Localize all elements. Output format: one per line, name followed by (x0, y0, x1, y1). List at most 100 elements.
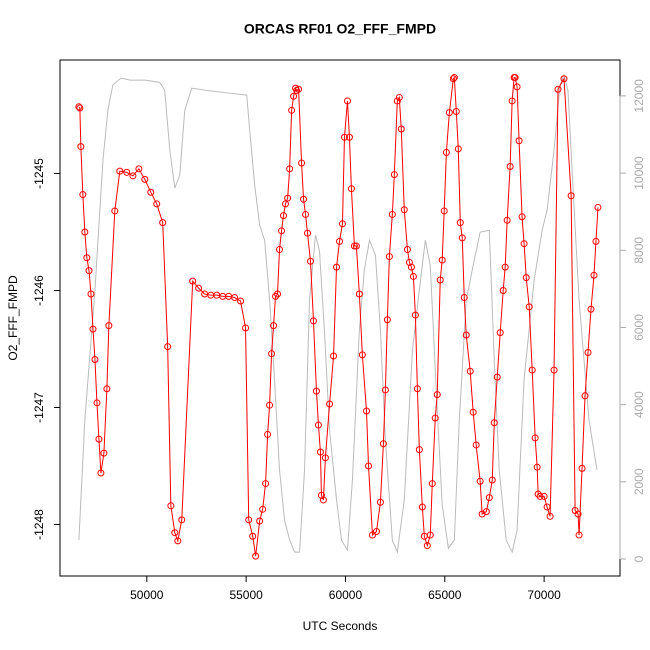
data-point (326, 400, 334, 408)
data-point (276, 246, 284, 254)
data-point (319, 496, 327, 504)
data-point (423, 542, 431, 550)
data-point (488, 476, 496, 484)
data-point (450, 74, 458, 82)
data-point (87, 290, 95, 298)
data-point (460, 294, 468, 302)
data-point (309, 317, 317, 325)
data-point (347, 185, 355, 193)
data-point (578, 464, 586, 472)
x-tick-label: 55000 (229, 588, 263, 602)
data-point (403, 246, 411, 254)
data-point (245, 516, 253, 524)
data-point (277, 227, 285, 235)
data-point (365, 462, 373, 470)
data-point (338, 220, 346, 228)
data-point (290, 92, 298, 100)
data-point (83, 254, 91, 262)
data-point (533, 463, 541, 471)
y2-tick-label: 4000 (632, 391, 646, 418)
data-point (259, 505, 267, 513)
data-point (511, 74, 519, 82)
y-tick-label: -1245 (32, 158, 46, 189)
data-point (103, 385, 111, 393)
data-point (499, 287, 507, 295)
data-point (536, 492, 544, 500)
data-point (543, 503, 551, 511)
data-point (508, 97, 516, 105)
data-point (574, 510, 582, 518)
data-point (111, 207, 119, 215)
data-point (449, 75, 457, 83)
data-point (594, 203, 602, 211)
data-point (249, 532, 257, 540)
data-point (482, 508, 490, 516)
data-point (105, 322, 113, 330)
data-point (540, 492, 548, 500)
data-point (264, 430, 272, 438)
data-point (242, 324, 250, 332)
data-point (534, 490, 542, 498)
data-point (490, 419, 498, 427)
data-point (295, 85, 303, 93)
data-point (116, 167, 124, 175)
data-point (363, 407, 371, 415)
x-tick-label: 60000 (329, 588, 363, 602)
data-point (174, 537, 182, 545)
data-point (413, 385, 421, 393)
data-point (159, 219, 167, 227)
data-point (95, 435, 103, 443)
data-point (123, 168, 131, 176)
data-point (372, 528, 380, 536)
data-point (385, 253, 393, 261)
data-point (129, 172, 137, 180)
data-point (314, 421, 322, 429)
data-point (281, 200, 289, 208)
chart-title: ORCAS RF01 O2_FFF_FMPD (244, 21, 436, 37)
data-point (438, 256, 446, 264)
data-point (452, 107, 460, 115)
data-point (379, 440, 387, 448)
y2-tick-label: 0 (632, 555, 646, 562)
data-point (89, 325, 97, 333)
data-point (312, 387, 320, 395)
data-point (343, 97, 351, 105)
data-point (428, 480, 436, 488)
data-point (476, 477, 484, 485)
data-point (300, 195, 308, 203)
data-point (316, 448, 324, 456)
data-point (454, 145, 462, 153)
data-point (321, 454, 329, 462)
data-point (333, 263, 341, 271)
data-point (231, 294, 239, 302)
y2-tick-label: 6000 (632, 314, 646, 341)
x-axis-label: UTC Seconds (303, 619, 378, 633)
data-point (407, 263, 415, 271)
data-point (554, 85, 562, 93)
data-point (262, 480, 270, 488)
data-point (501, 263, 509, 271)
data-point (286, 165, 294, 173)
data-point (164, 343, 172, 351)
data-point (525, 303, 533, 311)
data-point (592, 237, 600, 245)
data-point (147, 188, 155, 196)
data-point (431, 414, 439, 422)
data-point (383, 316, 391, 324)
data-point (298, 159, 306, 167)
data-point (274, 290, 282, 298)
data-point (336, 237, 344, 245)
data-point (330, 352, 338, 360)
data-point (350, 242, 358, 250)
data-point (426, 531, 434, 539)
data-point (462, 331, 470, 339)
x-tick-label: 70000 (527, 588, 561, 602)
data-point (506, 162, 514, 170)
y-axis-label: O2_FFF_FMPD (6, 275, 20, 361)
data-point (270, 322, 278, 330)
data-point (415, 446, 423, 454)
data-point (546, 512, 554, 520)
data-point (587, 305, 595, 313)
data-point (381, 386, 389, 394)
